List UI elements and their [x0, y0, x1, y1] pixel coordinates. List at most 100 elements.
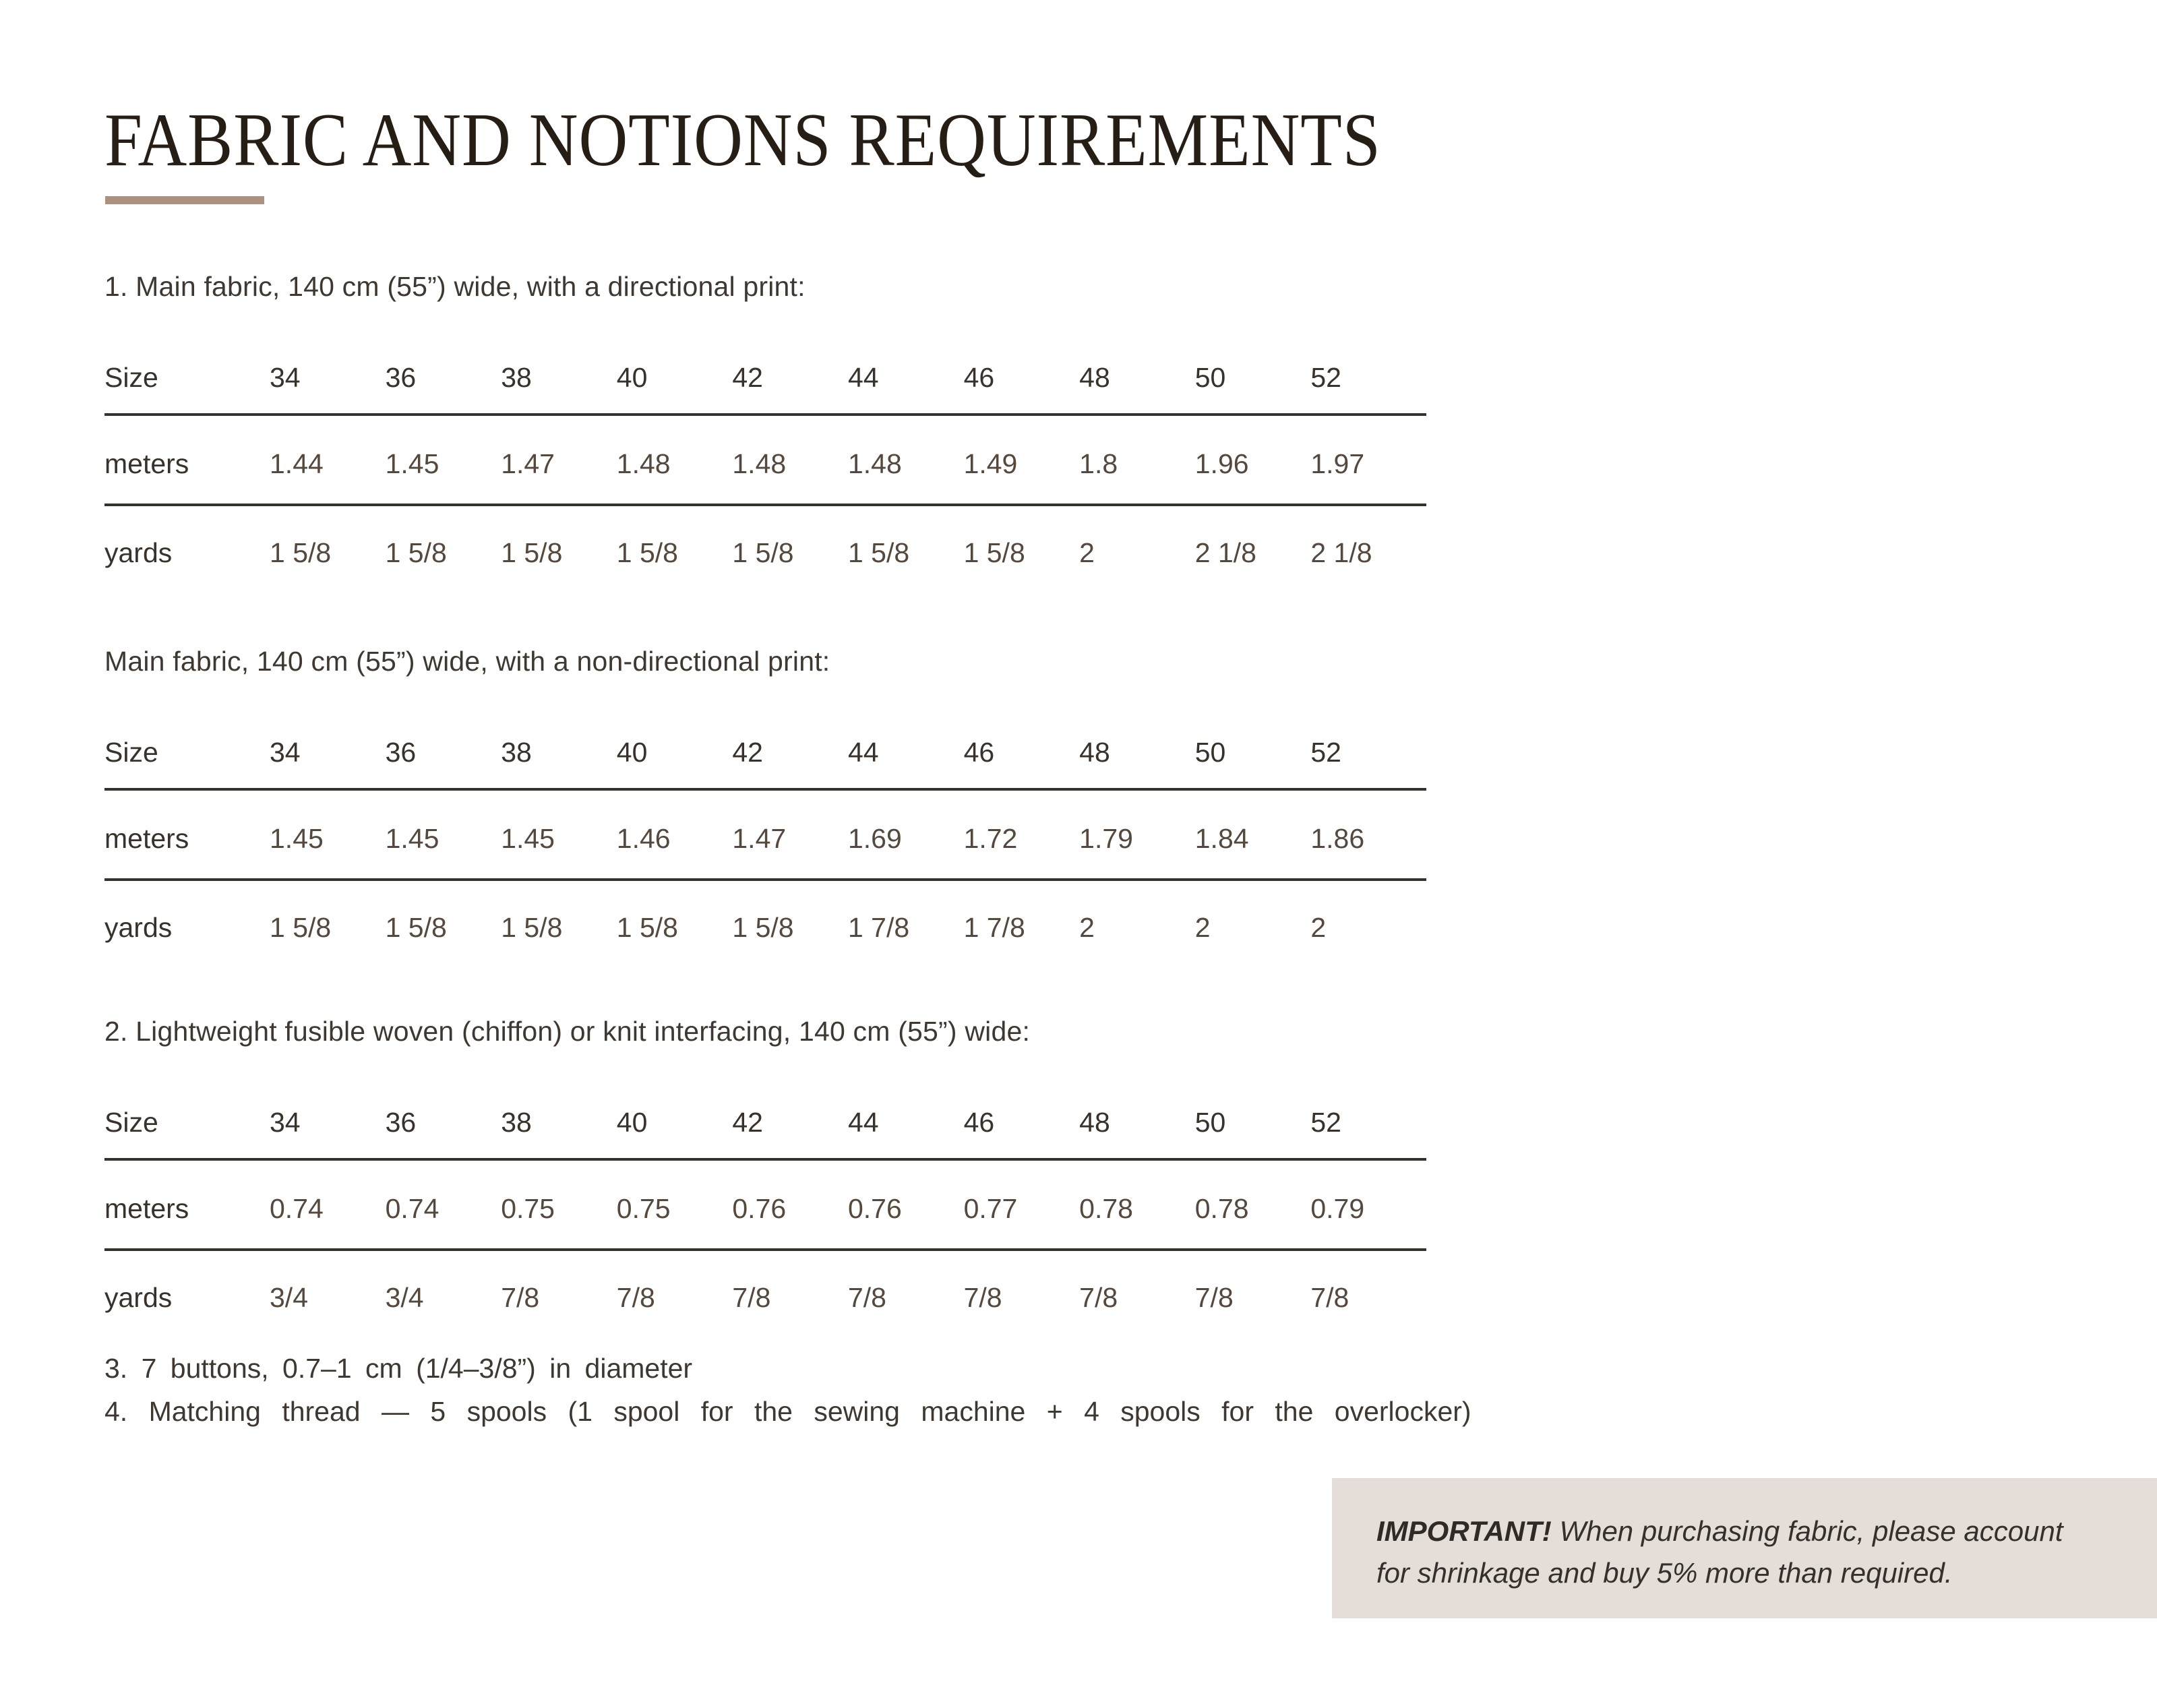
table-cell: 2 1/8 [1194, 537, 1256, 568]
table-cell: 1.45 [501, 789, 617, 881]
table-cell: 0.78 [1194, 1159, 1311, 1251]
size-value: 46 [963, 1082, 1080, 1161]
table-cell: 1.49 [963, 415, 1080, 506]
row-label: meters [104, 1159, 270, 1251]
table-cell: 1 5/8 [847, 537, 910, 568]
yards-row: yards 1 5/8 1 5/8 1 5/8 1 5/8 1 5/8 1 7/8 1 7/8… [104, 880, 1426, 965]
table-cell: 2 [1079, 911, 1095, 943]
table-cell: 0.74 [270, 1159, 386, 1251]
table-cell: 1.96 [1194, 415, 1311, 506]
table-cell: 3/4 [385, 1281, 424, 1313]
size-value: 40 [616, 712, 733, 791]
row-label: yards [104, 911, 173, 943]
size-value: 44 [847, 337, 964, 416]
size-value: 36 [385, 337, 502, 416]
important-note-box: IMPORTANT! When purchasing fabric, pleas… [1332, 1478, 2157, 1618]
yards-row: yards 1 5/8 1 5/8 1 5/8 1 5/8 1 5/8 1 5/8 1 5/8… [104, 505, 1426, 590]
row-label: yards [104, 537, 173, 568]
table-cell: 1.72 [963, 789, 1080, 881]
size-value: 40 [616, 337, 733, 416]
table-cell: 1 5/8 [616, 537, 678, 568]
table-cell: 2 [1194, 911, 1211, 943]
size-value: 44 [847, 712, 964, 791]
table-cell: 1.47 [501, 415, 617, 506]
section-heading: 1. Main fabric, 140 cm (55”) wide, with … [104, 271, 806, 302]
table-cell: 1 5/8 [385, 537, 447, 568]
size-value: 42 [732, 337, 848, 416]
requirements-table: Size 34 36 38 40 42 44 46 48 50 52 meters 1.45 1.45 1.… [104, 712, 1426, 965]
size-value: 34 [270, 1082, 386, 1161]
important-line-1: When purchasing fabric, please account [1559, 1515, 2063, 1547]
size-value: 38 [501, 1082, 617, 1161]
table-cell: 7/8 [963, 1281, 1002, 1313]
size-value: 52 [1310, 337, 1426, 416]
size-header-row: Size 34 36 38 40 42 44 46 48 50 52 [104, 712, 1426, 791]
table-cell: 1.8 [1079, 415, 1195, 506]
notions-notes: 3. 7 buttons, 0.7–1 cm (1/4–3/8”) in dia… [104, 1351, 1520, 1428]
table-cell: 7/8 [501, 1281, 540, 1313]
table-cell: 1.48 [732, 415, 848, 506]
table-cell: 0.76 [847, 1159, 964, 1251]
table-cell: 1.48 [616, 415, 733, 506]
size-value: 38 [501, 337, 617, 416]
size-value: 52 [1310, 1082, 1426, 1161]
table-cell: 0.77 [963, 1159, 1080, 1251]
size-value: 42 [732, 712, 848, 791]
table-cell: 1 5/8 [963, 537, 1025, 568]
meters-row: meters 0.74 0.74 0.75 0.75 0.76 0.76 0.77 0.78 0.… [104, 1159, 1426, 1251]
important-line-2: for shrinkage and buy 5% more than requi… [1376, 1557, 1953, 1589]
size-value: 44 [847, 1082, 964, 1161]
table-cell: 1 7/8 [963, 911, 1025, 943]
size-value: 36 [385, 712, 502, 791]
size-value: 34 [270, 712, 386, 791]
size-value: 48 [1079, 712, 1195, 791]
requirements-table: Size 34 36 38 40 42 44 46 48 50 52 meters 1.44 1.45 1.… [104, 337, 1426, 590]
note-buttons: 3. 7 buttons, 0.7–1 cm (1/4–3/8”) in dia… [104, 1353, 693, 1384]
size-value: 46 [963, 712, 1080, 791]
table-cell: 1.44 [270, 415, 386, 506]
table-cell: 1.45 [385, 789, 502, 881]
table-cell: 1 7/8 [847, 911, 910, 943]
table-cell: 7/8 [616, 1281, 655, 1313]
table-cell: 1.45 [270, 789, 386, 881]
size-value: 48 [1079, 337, 1195, 416]
size-value: 46 [963, 337, 1080, 416]
section-2: Main fabric, 140 cm (55”) wide, with a n… [104, 644, 1426, 965]
meters-row: meters 1.45 1.45 1.45 1.46 1.47 1.69 1.72 1.79 1.… [104, 789, 1426, 881]
meters-row: meters 1.44 1.45 1.47 1.48 1.48 1.48 1.49 1.8 1.9… [104, 415, 1426, 506]
size-value: 36 [385, 1082, 502, 1161]
row-label: yards [104, 1281, 173, 1313]
table-cell: 1 5/8 [501, 537, 563, 568]
table-cell: 0.76 [732, 1159, 848, 1251]
table-cell: 0.75 [616, 1159, 733, 1251]
size-header-label: Size [104, 712, 270, 791]
table-cell: 7/8 [847, 1281, 886, 1313]
table-cell: 1.86 [1310, 789, 1426, 881]
table-cell: 1 5/8 [732, 537, 794, 568]
table-cell: 1.69 [847, 789, 964, 881]
table-cell: 0.74 [385, 1159, 502, 1251]
size-header-row: Size 34 36 38 40 42 44 46 48 50 52 [104, 337, 1426, 416]
table-cell: 1.46 [616, 789, 733, 881]
table-cell: 7/8 [1079, 1281, 1118, 1313]
section-heading: Main fabric, 140 cm (55”) wide, with a n… [104, 646, 830, 677]
table-cell: 1 5/8 [270, 537, 332, 568]
table-cell: 1.47 [732, 789, 848, 881]
size-value: 50 [1194, 337, 1311, 416]
page-title: FABRIC AND NOTIONS REQUIREMENTS [104, 98, 1381, 182]
size-value: 50 [1194, 1082, 1311, 1161]
table-cell: 0.79 [1310, 1159, 1426, 1251]
note-thread: 4. Matching thread — 5 spools (1 spool f… [104, 1396, 1471, 1427]
table-cell: 1 5/8 [732, 911, 794, 943]
table-cell: 1.97 [1310, 415, 1426, 506]
table-cell: 7/8 [1310, 1281, 1349, 1313]
row-label: meters [104, 415, 270, 506]
size-value: 40 [616, 1082, 733, 1161]
requirements-table: Size 34 36 38 40 42 44 46 48 50 52 meters 0.74 0.74 0.… [104, 1082, 1426, 1335]
size-value: 34 [270, 337, 386, 416]
table-cell: 0.75 [501, 1159, 617, 1251]
table-cell: 7/8 [732, 1281, 771, 1313]
table-cell: 1 5/8 [616, 911, 678, 943]
